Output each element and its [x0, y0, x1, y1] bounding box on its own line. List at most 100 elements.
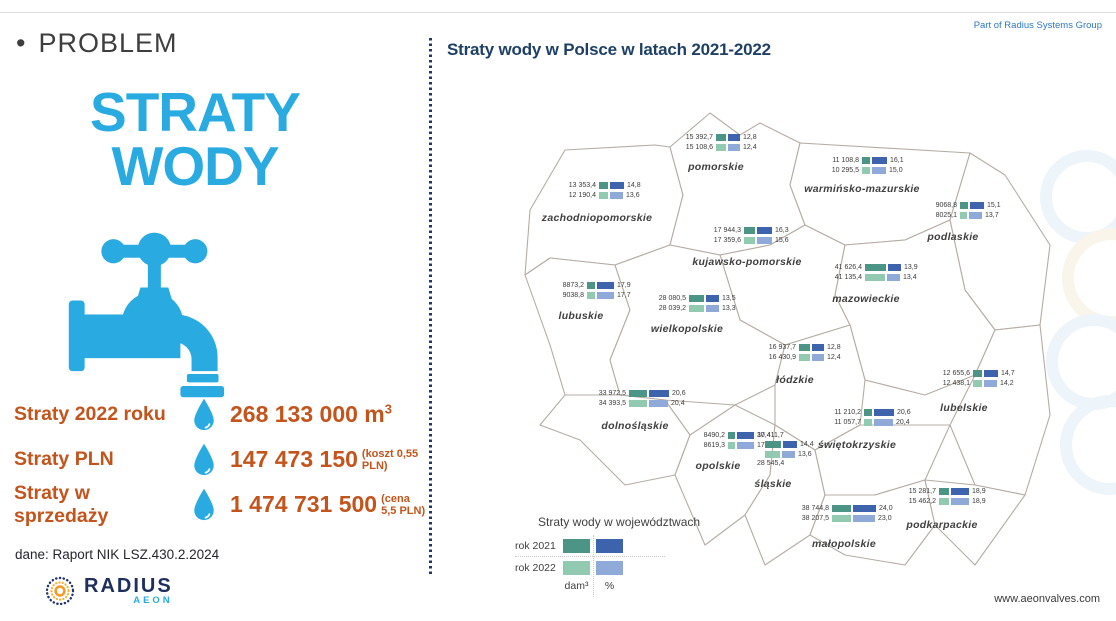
- dam3-bar: [599, 181, 608, 189]
- voivodeship-wielkopolskie: [609, 244, 786, 406]
- region-percent-value: 14,7: [1001, 369, 1015, 377]
- region-percent-value: 13,6: [798, 450, 812, 458]
- poland-map: Straty wody w województwach rok 2021 rok…: [505, 95, 1070, 610]
- stat-row-0: Straty 2022 roku 268 133 000 m3: [14, 392, 426, 437]
- region-percent-value: 12,8: [827, 343, 841, 351]
- legend-row-2022: rok 2022: [515, 559, 665, 576]
- dam3-bar: [744, 226, 755, 234]
- region-stats-lubuskie: 8873,2 17,9 9038,8 17,7: [548, 281, 631, 301]
- region-dam3-value: 12 655,6: [942, 369, 970, 377]
- percent-bar: [757, 236, 772, 244]
- legend-row-separator: [515, 556, 665, 557]
- legend-swatch-volume-2021: [563, 538, 590, 553]
- water-drop-icon: [186, 442, 222, 478]
- section-kicker: • PROBLEM: [16, 28, 178, 59]
- kicker-label: PROBLEM: [38, 28, 178, 58]
- region-percent-value: 17,7: [757, 441, 771, 449]
- region-percent-value: 13,4: [903, 273, 917, 281]
- region-label-pomorskie: pomorskie: [688, 161, 744, 173]
- region-percent-value: 24,0: [879, 504, 893, 512]
- percent-bar: [853, 514, 875, 522]
- water-drop-icon: [186, 397, 222, 433]
- region-stats-świętokrzyskie: 11 210,2 20,6 11 057,7 20,4: [825, 408, 911, 428]
- region-dam3-value: 16 430,9: [768, 353, 796, 361]
- region-dam3-value: 17 359,6: [713, 236, 741, 244]
- stats-list: Straty 2022 roku 268 133 000 m3 Straty PLN…: [14, 392, 426, 527]
- chart-title: Straty wody w Polsce w latach 2021-2022: [447, 40, 771, 59]
- percent-bar: [812, 343, 824, 351]
- region-dam3-value: 11 108,8: [832, 156, 859, 164]
- region-percent-value: 13,3: [722, 304, 736, 312]
- map-legend: Straty wody w województwach rok 2021 rok…: [515, 515, 700, 597]
- region-stats-wielkopolskie: 28 080,5 13,5 28 039,2 13,3: [650, 294, 736, 314]
- region-label-wielkopolskie: wielkopolskie: [650, 323, 724, 335]
- legend-units: dam³ %: [515, 580, 665, 592]
- region-stats-opolskie: 8490,2 17,4 8619,3 17,7: [689, 431, 771, 451]
- group-label: Part of Radius Systems Group: [973, 20, 1102, 31]
- dam3-bar: [939, 487, 949, 495]
- region-dam3-value: 12 438,1: [942, 379, 970, 387]
- region-dam3-value: 9068,8: [935, 201, 957, 209]
- region-dam3-value: 8873,2: [562, 281, 584, 289]
- percent-bar: [969, 211, 982, 219]
- region-label-opolskie: opolskie: [695, 460, 741, 472]
- region-stats-podkarpackie: 15 281,7 18,9 15 462,2 18,9: [900, 487, 986, 507]
- percent-bar: [706, 304, 719, 312]
- region-percent-value: 15,1: [987, 201, 1001, 209]
- region-percent-value: 16,3: [775, 226, 789, 234]
- legend-row-2021: rok 2021: [515, 537, 665, 554]
- dam3-bar: [799, 353, 810, 361]
- dam3-bar: [744, 236, 755, 244]
- region-dam3-value: 41 626,4: [834, 263, 862, 271]
- region-percent-value: 12,8: [743, 133, 757, 141]
- legend-unit-percent: %: [604, 580, 615, 592]
- stat-row-2: Straty w sprzedaży 1 474 731 500 (cena 5,5…: [14, 482, 426, 527]
- top-divider-line: [0, 12, 1116, 13]
- legend-swatch-volume-2022: [563, 560, 590, 575]
- dam3-bar: [587, 291, 595, 299]
- region-stats-mazowieckie: 41 626,4 13,9 41 135,4 13,4: [826, 263, 918, 283]
- legend-swatch-percent-2021: [596, 538, 623, 553]
- region-dam3-value: 11 057,7: [834, 418, 861, 426]
- region-stats-łódzkie: 16 937,7 12,8 16 430,9 12,4: [760, 343, 841, 363]
- region-dam3-value: 28 039,2: [658, 304, 686, 312]
- dam3-bar: [865, 263, 886, 271]
- percent-bar: [872, 156, 887, 164]
- region-dam3-value: 8490,2: [703, 431, 725, 439]
- dam3-bar: [939, 497, 949, 505]
- percent-bar: [783, 440, 797, 448]
- region-percent-value: 13,5: [722, 294, 736, 302]
- region-stats-kujawsko-pomorskie: 17 944,3 16,3 17 359,6 15,6: [705, 226, 789, 246]
- region-percent-value: 20,6: [897, 408, 911, 416]
- legend-column-separator: [593, 535, 594, 597]
- legend-row-2022-label: rok 2022: [515, 561, 556, 574]
- region-label-małopolskie: małopolskie: [812, 538, 876, 550]
- page-title-line1: STRATY: [90, 81, 301, 143]
- logo-name: RADIUS: [84, 575, 173, 597]
- region-stats-lubelskie: 12 655,6 14,7 12 438,1 14,2: [934, 369, 1015, 389]
- source-note: dane: Raport NIK LSZ.430.2.2024: [15, 547, 220, 562]
- region-percent-value: 12,4: [743, 143, 757, 151]
- dam3-bar: [832, 504, 851, 512]
- region-percent-value: 17,7: [617, 291, 631, 299]
- region-dam3-value: 28 545,4: [757, 460, 785, 467]
- company-logo: RADIUS AEON: [44, 575, 173, 607]
- dam3-bar: [629, 389, 647, 397]
- dam3-bar: [832, 514, 851, 522]
- stat-value: 147 473 150: [230, 446, 358, 472]
- stat-value: 268 133 000 m3: [230, 401, 392, 427]
- region-label-kujawsko-pomorskie: kujawsko-pomorskie: [692, 256, 802, 268]
- region-label-łódzkie: łódzkie: [776, 374, 814, 386]
- region-dam3-value: 15 392,7: [685, 133, 713, 141]
- region-label-dolnośląskie: dolnośląskie: [601, 420, 669, 432]
- region-stats-pomorskie: 15 392,7 12,8 15 108,6 12,4: [677, 133, 757, 153]
- percent-bar: [737, 441, 754, 449]
- watermark-ring: [1062, 228, 1116, 328]
- percent-bar: [888, 263, 901, 271]
- dam3-bar: [728, 441, 735, 449]
- region-percent-value: 14,4: [800, 440, 814, 448]
- dam3-bar: [765, 440, 781, 448]
- region-stats-dolnośląskie: 33 972,5 20,6 34 393,5 20,4: [590, 389, 686, 409]
- logo-text: RADIUS AEON: [84, 576, 173, 606]
- region-dam3-value: 30 411,7: [757, 432, 784, 439]
